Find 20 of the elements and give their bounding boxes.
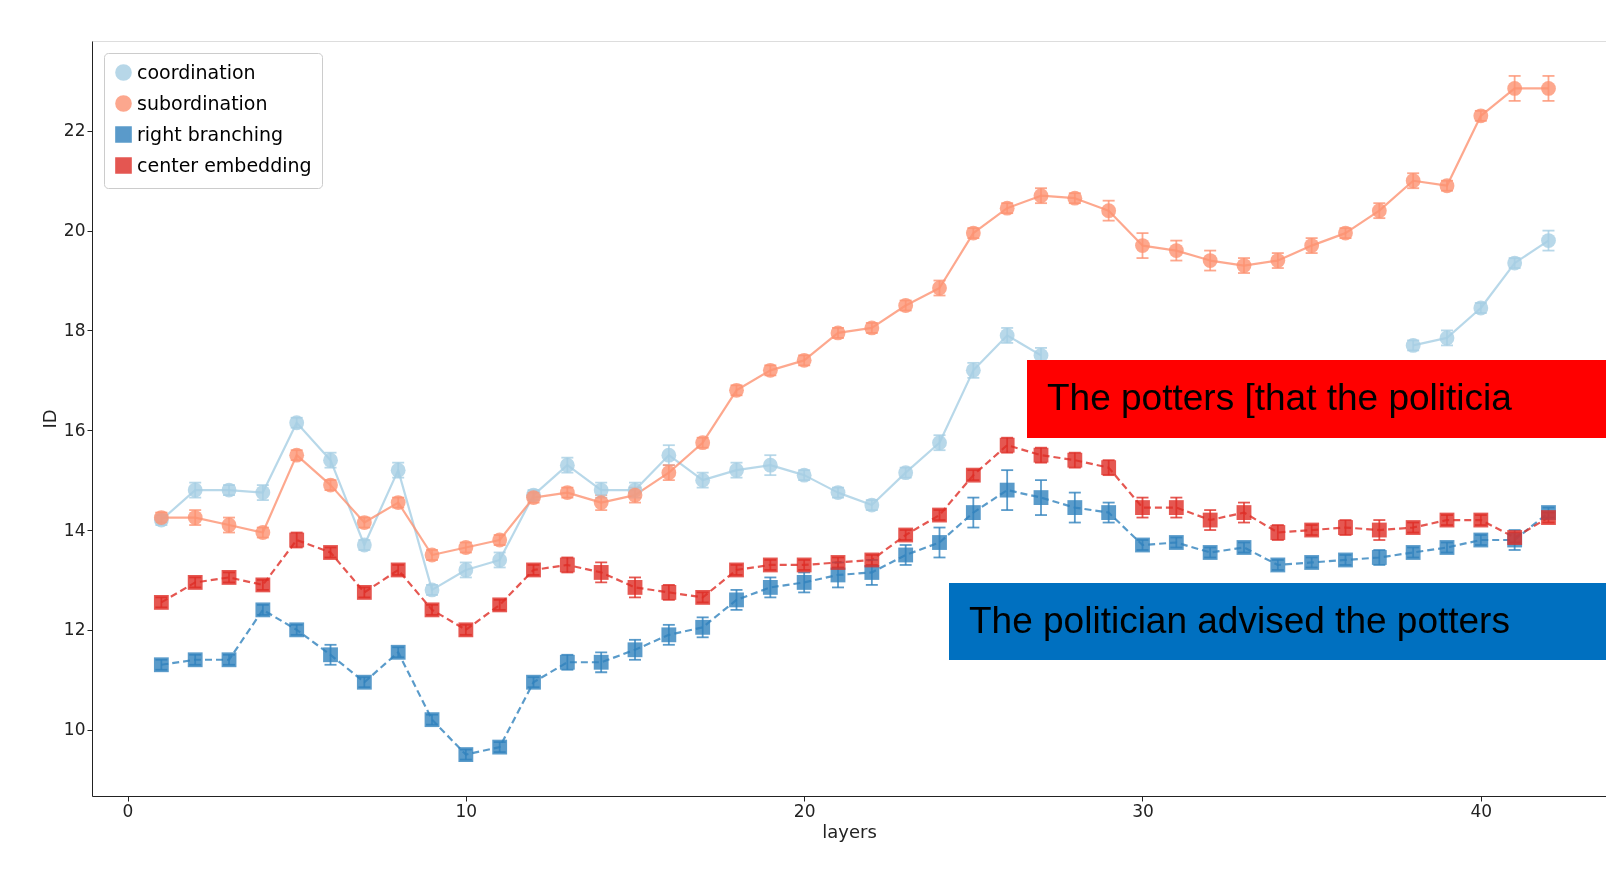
y-tick-label: 14	[63, 519, 86, 540]
y-tick-label: 20	[63, 220, 86, 241]
y-tick-label: 18	[63, 319, 86, 340]
legend-label: center embedding	[137, 153, 312, 176]
y-tick-label: 22	[63, 120, 86, 141]
annotation: The politician advised the potters	[969, 599, 1510, 641]
annotation: The potters [that the politicia	[1047, 377, 1513, 418]
x-tick-label: 10	[455, 800, 478, 821]
x-tick-label: 20	[793, 800, 816, 821]
y-tick-label: 10	[63, 719, 86, 740]
x-tick-label: 40	[1470, 800, 1493, 821]
y-tick-label: 12	[63, 619, 86, 640]
x-axis-title: layers	[822, 820, 877, 842]
y-axis-title: ID	[38, 409, 60, 429]
x-tick-label: 0	[122, 800, 134, 821]
x-tick-label: 30	[1132, 800, 1154, 821]
legend-label: coordination	[137, 60, 256, 83]
y-tick-label: 16	[63, 419, 86, 440]
legend-label: right branching	[137, 122, 284, 145]
legend-label: subordination	[137, 91, 268, 114]
